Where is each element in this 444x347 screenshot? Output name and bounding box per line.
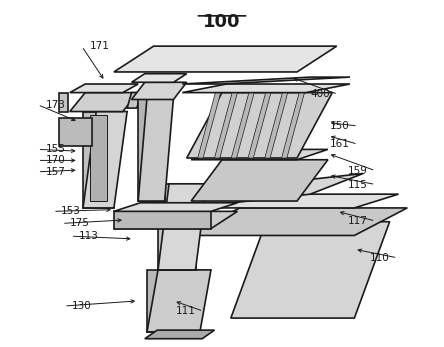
- Polygon shape: [90, 115, 107, 201]
- Polygon shape: [70, 93, 138, 111]
- Polygon shape: [114, 46, 337, 72]
- Text: 400: 400: [310, 89, 330, 99]
- Polygon shape: [248, 93, 271, 158]
- Polygon shape: [182, 84, 350, 93]
- Text: 170: 170: [46, 155, 65, 166]
- Polygon shape: [265, 93, 288, 158]
- Polygon shape: [187, 93, 332, 158]
- Text: 100: 100: [203, 14, 241, 32]
- Polygon shape: [83, 111, 114, 208]
- Polygon shape: [231, 222, 390, 318]
- Polygon shape: [191, 150, 328, 160]
- Polygon shape: [145, 330, 214, 339]
- Text: 153: 153: [61, 206, 81, 217]
- Polygon shape: [198, 93, 221, 158]
- Polygon shape: [187, 174, 363, 208]
- Polygon shape: [231, 93, 254, 158]
- Polygon shape: [138, 98, 165, 201]
- Text: 171: 171: [90, 41, 110, 51]
- Polygon shape: [131, 74, 187, 82]
- Text: 150: 150: [330, 121, 350, 131]
- Text: 113: 113: [79, 231, 99, 241]
- Polygon shape: [187, 194, 398, 208]
- Polygon shape: [83, 111, 127, 208]
- Text: 161: 161: [330, 139, 350, 149]
- Polygon shape: [114, 211, 211, 229]
- Polygon shape: [59, 93, 68, 111]
- Text: 110: 110: [370, 253, 390, 263]
- Polygon shape: [158, 184, 195, 270]
- Text: 111: 111: [176, 306, 195, 316]
- Polygon shape: [187, 208, 407, 236]
- Polygon shape: [147, 270, 200, 332]
- Text: 115: 115: [348, 179, 368, 189]
- Polygon shape: [147, 270, 211, 332]
- Polygon shape: [214, 93, 238, 158]
- Text: 155: 155: [46, 144, 65, 154]
- Text: 173: 173: [46, 100, 65, 110]
- Polygon shape: [70, 84, 138, 93]
- Polygon shape: [158, 184, 206, 270]
- Polygon shape: [138, 98, 174, 201]
- Polygon shape: [114, 203, 238, 211]
- Polygon shape: [114, 211, 238, 229]
- Text: 117: 117: [348, 216, 368, 226]
- Text: 157: 157: [46, 167, 65, 177]
- Polygon shape: [127, 93, 141, 108]
- Polygon shape: [131, 82, 187, 100]
- Polygon shape: [59, 118, 92, 146]
- Text: 159: 159: [348, 166, 368, 176]
- Text: 175: 175: [70, 218, 90, 228]
- Polygon shape: [281, 93, 305, 158]
- Polygon shape: [191, 160, 328, 201]
- Text: 130: 130: [72, 301, 92, 311]
- Polygon shape: [182, 77, 350, 84]
